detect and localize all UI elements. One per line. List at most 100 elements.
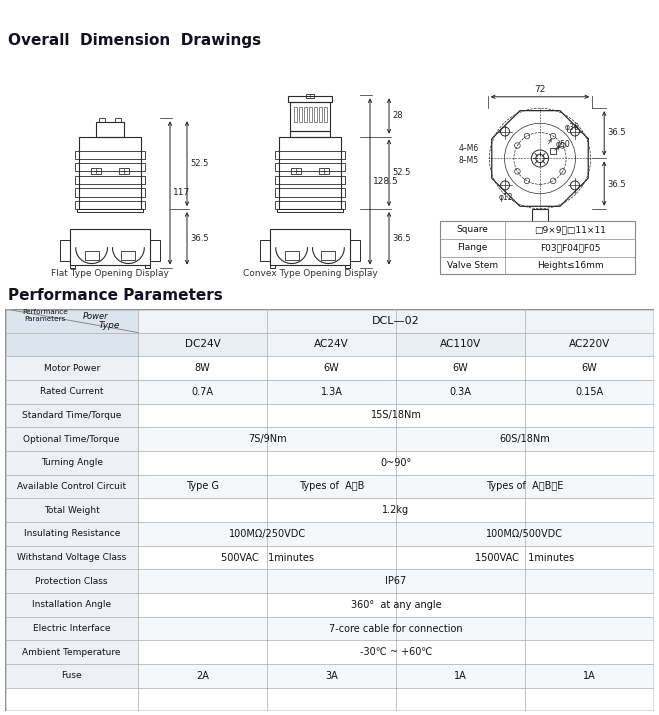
Text: 60S/18Nm: 60S/18Nm (500, 434, 550, 444)
Text: 0~90°: 0~90° (380, 458, 412, 468)
Text: Motor Power: Motor Power (43, 364, 100, 373)
Text: Convex Type Opening Display: Convex Type Opening Display (243, 270, 378, 278)
Text: Insulating Resistance: Insulating Resistance (24, 529, 120, 538)
Bar (267, 380, 396, 403)
Text: AC24V: AC24V (314, 340, 349, 350)
Bar (532, 209, 548, 222)
Text: 52.5: 52.5 (190, 159, 208, 168)
Bar (267, 664, 396, 688)
Bar (309, 107, 312, 122)
Bar (275, 188, 345, 197)
Bar (138, 546, 396, 569)
Text: 6W: 6W (324, 363, 339, 373)
Bar (5, 593, 138, 617)
Text: Overall  Dimension  Drawings: Overall Dimension Drawings (8, 34, 261, 48)
Bar (138, 498, 654, 522)
Text: Power: Power (83, 312, 109, 321)
Text: Performance
Parameters: Performance Parameters (22, 309, 68, 322)
Text: 100MΩ/250VDC: 100MΩ/250VDC (229, 529, 306, 539)
Text: 1A: 1A (454, 671, 467, 681)
Bar (77, 209, 143, 212)
Text: Optional Time/Torque: Optional Time/Torque (24, 435, 120, 443)
Text: Turning Angle: Turning Angle (41, 458, 103, 468)
Bar (260, 240, 270, 260)
Bar (5, 332, 138, 356)
Bar (138, 380, 267, 403)
Bar (267, 475, 396, 498)
Bar (396, 332, 525, 356)
Bar (138, 475, 267, 498)
Bar (5, 356, 138, 380)
Bar (5, 380, 138, 403)
Bar (75, 201, 145, 209)
Bar (5, 664, 138, 688)
Bar (525, 664, 654, 688)
Bar (5, 403, 138, 428)
Bar (396, 546, 654, 569)
Text: 36.5: 36.5 (392, 234, 411, 243)
Bar (5, 451, 138, 475)
Bar (299, 107, 302, 122)
Bar (322, 251, 335, 260)
Bar (5, 475, 138, 498)
Bar (5, 498, 138, 522)
Bar (5, 356, 138, 380)
Text: φ12: φ12 (498, 193, 513, 202)
Text: 1.2kg: 1.2kg (382, 506, 409, 515)
Bar (550, 147, 556, 154)
Text: 4–M6: 4–M6 (458, 144, 478, 153)
Text: Types of  A、B: Types of A、B (299, 481, 364, 491)
Bar (84, 251, 99, 260)
Bar (285, 251, 299, 260)
Text: 1500VAC   1minutes: 1500VAC 1minutes (475, 553, 575, 563)
Text: 117: 117 (173, 188, 190, 197)
Bar (528, 222, 552, 227)
Text: 8W: 8W (195, 363, 210, 373)
Text: 72: 72 (534, 85, 546, 94)
Text: 8–M5: 8–M5 (458, 156, 478, 164)
Text: Ambient Temperature: Ambient Temperature (22, 648, 121, 656)
Bar (290, 131, 330, 137)
Bar (319, 167, 329, 174)
Bar (96, 122, 124, 137)
Bar (525, 332, 654, 356)
Bar (138, 403, 654, 428)
Bar (119, 167, 129, 174)
Text: Height≤16mm: Height≤16mm (536, 261, 603, 270)
Bar (275, 176, 345, 184)
Text: F03、F04、F05: F03、F04、F05 (540, 243, 600, 252)
Text: 500VAC   1minutes: 500VAC 1minutes (221, 553, 314, 563)
Bar (138, 309, 654, 332)
Text: 6W: 6W (581, 363, 597, 373)
Bar (396, 664, 525, 688)
Bar (138, 428, 396, 451)
Bar (314, 107, 317, 122)
Text: Available Control Circuit: Available Control Circuit (17, 482, 127, 491)
Text: Electric Interface: Electric Interface (33, 624, 111, 633)
Text: Total Weight: Total Weight (44, 506, 100, 515)
Bar (319, 107, 322, 122)
Text: Type: Type (98, 321, 120, 330)
Bar (275, 201, 345, 209)
Text: 1A: 1A (583, 671, 596, 681)
Text: 360°  at any angle: 360° at any angle (351, 600, 442, 610)
Bar (99, 118, 105, 122)
Text: Standard Time/Torque: Standard Time/Torque (22, 411, 121, 420)
Bar (150, 240, 160, 260)
Text: AC220V: AC220V (569, 340, 610, 350)
Text: 15S/18Nm: 15S/18Nm (370, 410, 421, 420)
Text: DC24V: DC24V (185, 340, 221, 350)
Bar (267, 332, 396, 356)
Bar (324, 107, 327, 122)
Text: 36.5: 36.5 (607, 128, 626, 137)
Bar (75, 163, 145, 172)
Text: 3A: 3A (325, 671, 338, 681)
Bar (138, 522, 396, 546)
Bar (70, 265, 75, 267)
Text: 2A: 2A (196, 671, 209, 681)
Text: Valve Stem: Valve Stem (447, 261, 498, 270)
Bar (138, 617, 654, 641)
Bar (92, 167, 101, 174)
Text: φ50: φ50 (556, 140, 571, 149)
Text: Square: Square (457, 225, 488, 235)
